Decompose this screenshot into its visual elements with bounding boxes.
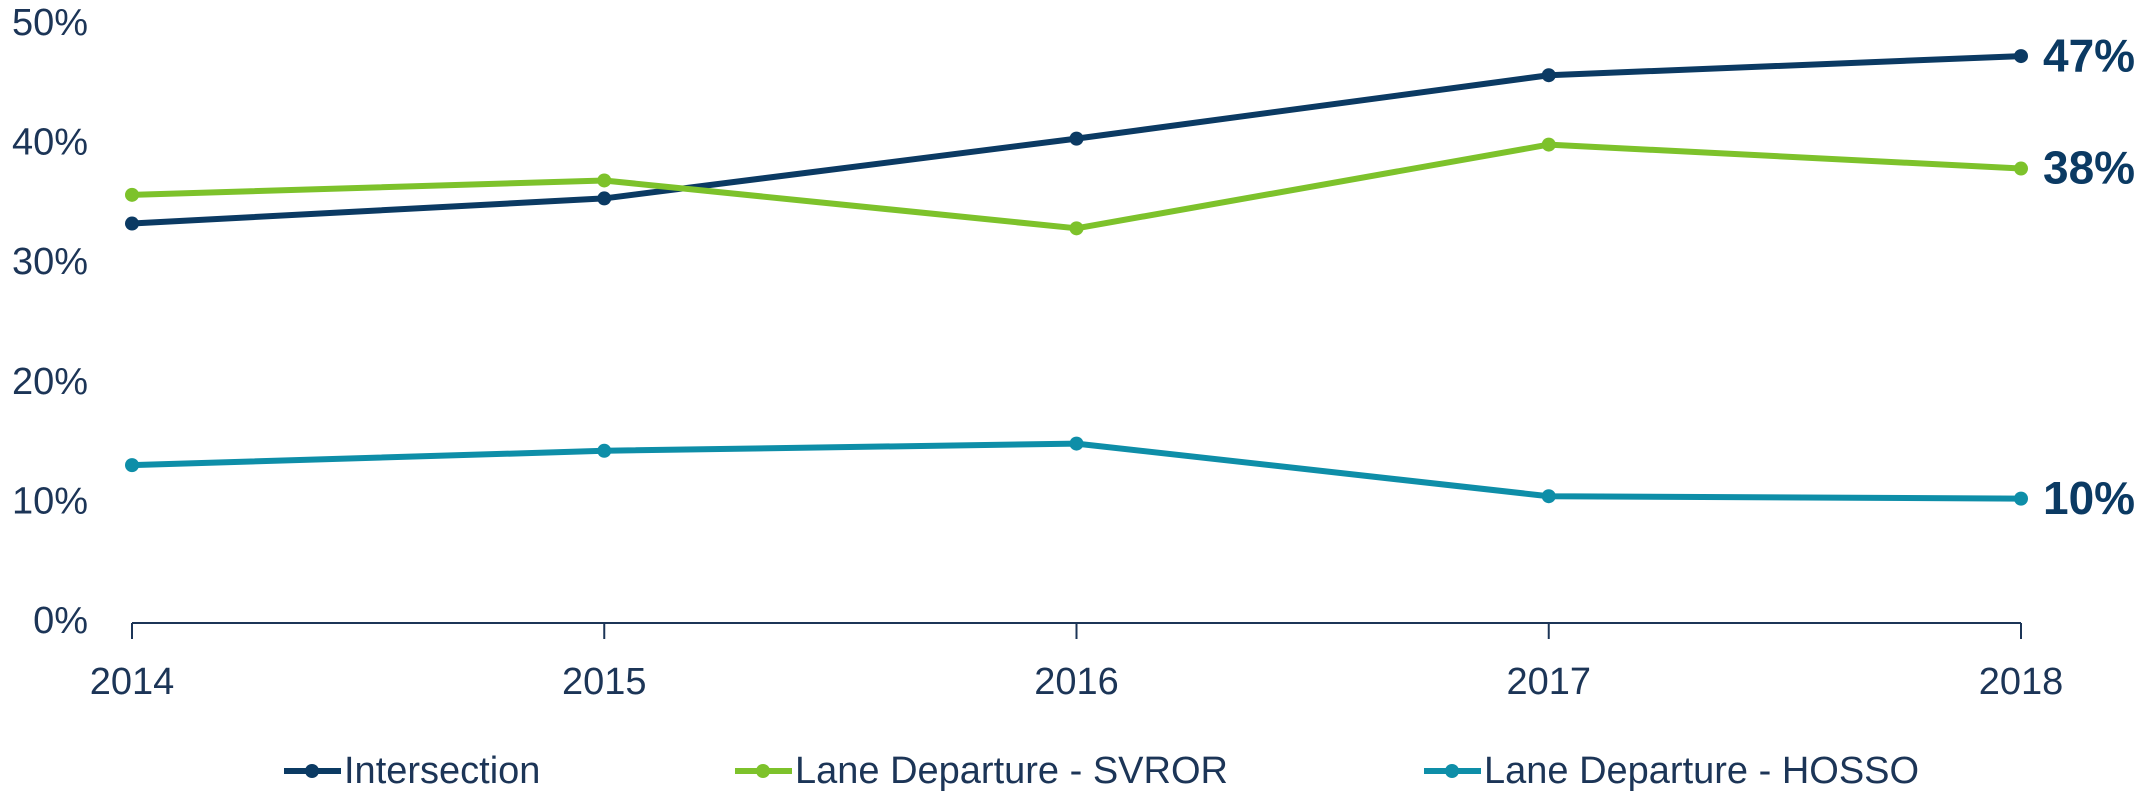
y-tick-label: 50% <box>12 2 88 44</box>
x-tick-label: 2017 <box>1506 661 1591 703</box>
point <box>2014 161 2028 176</box>
point <box>1541 137 1556 152</box>
point <box>597 173 612 188</box>
point <box>1069 436 1084 451</box>
x-tick-label: 2015 <box>562 661 647 703</box>
y-tick-label: 40% <box>12 122 88 164</box>
point <box>2014 491 2028 506</box>
point <box>125 458 139 473</box>
y-tick-label: 10% <box>12 480 88 522</box>
point <box>1541 489 1556 504</box>
legend-label: Lane Departure - SVROR <box>795 750 1228 792</box>
legend-marker <box>756 764 770 778</box>
series-line <box>131 440 2022 502</box>
series-line <box>131 141 2022 232</box>
y-tick-label: 30% <box>12 241 88 283</box>
point <box>597 191 612 206</box>
legend-label: Lane Departure - HOSSO <box>1484 750 1919 792</box>
point <box>2014 49 2028 64</box>
x-tick-label: 2016 <box>1034 661 1119 703</box>
data-label: 38% <box>2043 142 2135 194</box>
point <box>125 187 139 202</box>
x-tick-label: 2014 <box>90 661 175 703</box>
legend-label: Intersection <box>344 750 540 792</box>
point <box>1069 221 1084 236</box>
x-tick-label: 2018 <box>1979 661 2064 703</box>
legend-marker <box>1445 764 1459 778</box>
y-tick-label: 20% <box>12 361 88 403</box>
legend-marker <box>305 764 319 778</box>
data-label: 47% <box>2043 29 2135 81</box>
data-label: 10% <box>2043 472 2135 524</box>
point <box>1541 68 1556 83</box>
point <box>1069 131 1084 146</box>
point <box>597 443 612 458</box>
point <box>125 216 139 231</box>
y-tick-label: 0% <box>33 600 88 642</box>
